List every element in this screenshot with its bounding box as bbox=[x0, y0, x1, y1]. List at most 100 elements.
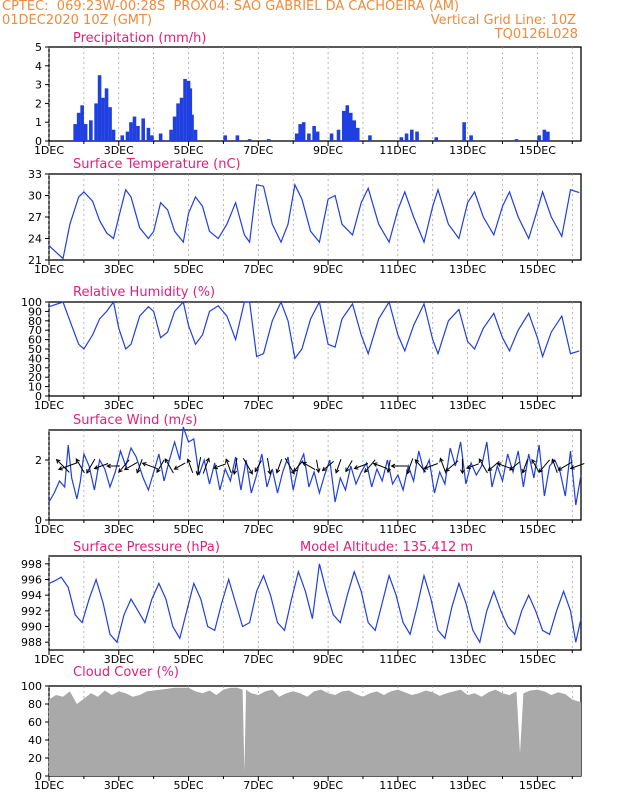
header-station-line: CPTEC: 069:23W-00:28S PROX04: SAO GABRIE… bbox=[2, 0, 460, 14]
wind-arrow-head bbox=[386, 468, 391, 474]
precip-bar bbox=[312, 125, 316, 141]
y-tick-label: 0 bbox=[35, 135, 42, 148]
y-tick-label: 21 bbox=[28, 254, 42, 267]
header-date-line: 01DEC2020 10Z (GMT) bbox=[2, 13, 153, 28]
x-tick-label: 5DEC bbox=[173, 263, 203, 276]
series-line bbox=[48, 182, 580, 260]
x-tick-label: 7DEC bbox=[243, 779, 273, 792]
y-tick-label: 0 bbox=[35, 770, 42, 783]
precip-bar bbox=[150, 135, 154, 141]
y-tick-label: 992 bbox=[21, 605, 42, 618]
wind-arrow bbox=[118, 459, 130, 474]
precip-bar bbox=[247, 139, 252, 141]
wind-arrow-head bbox=[254, 467, 259, 473]
precip-bar bbox=[176, 103, 180, 141]
wind-arrow-shaft bbox=[322, 461, 334, 471]
wind-arrow-head bbox=[267, 470, 272, 476]
precip-bar bbox=[462, 122, 466, 141]
precip-bar bbox=[307, 133, 311, 141]
wind-arrow-head bbox=[478, 458, 483, 464]
precip-bar bbox=[348, 112, 353, 141]
wind-arrow bbox=[213, 463, 227, 470]
y-tick-label: 4 bbox=[35, 60, 42, 73]
wind-arrow-shaft bbox=[86, 458, 96, 474]
y-tick-label: 20 bbox=[28, 371, 42, 384]
wind-arrow-shaft bbox=[373, 463, 388, 469]
wind-arrow-head bbox=[460, 469, 465, 475]
precip-bar bbox=[355, 127, 360, 141]
x-tick-label: 15DEC bbox=[519, 779, 556, 792]
y-tick-label: 80 bbox=[28, 698, 42, 711]
wind-arrow-head bbox=[301, 461, 307, 467]
wind-arrow-shaft bbox=[509, 461, 520, 471]
precip-bar bbox=[125, 131, 130, 141]
wind-arrow-shaft bbox=[124, 461, 138, 471]
wind-arrow-head bbox=[86, 468, 91, 474]
x-tick-label: 11DEC bbox=[379, 779, 416, 792]
x-tick-label: 13DEC bbox=[449, 263, 486, 276]
precip-bar bbox=[80, 105, 84, 141]
wind-arrow-shaft bbox=[414, 459, 427, 473]
wind-arrow bbox=[460, 458, 465, 475]
wind-arrow-shaft bbox=[487, 461, 500, 471]
y-tick-label: 30 bbox=[28, 190, 42, 203]
wind-arrow-shaft bbox=[354, 463, 369, 469]
precip-bar bbox=[542, 129, 547, 141]
x-tick-label: 7DEC bbox=[243, 263, 273, 276]
wind-arrow-shaft bbox=[142, 462, 158, 470]
y-tick-label: 40 bbox=[28, 352, 42, 365]
wind-arrow-shaft bbox=[174, 462, 186, 470]
wind-arrow-head bbox=[205, 457, 210, 463]
wind-arrow bbox=[551, 458, 558, 473]
x-tick-label: 7DEC bbox=[243, 523, 273, 536]
wind-arrow-shaft bbox=[387, 459, 391, 473]
wind-arrow-head bbox=[569, 465, 575, 470]
x-tick-label: 5DEC bbox=[173, 779, 203, 792]
wind-arrow-head bbox=[232, 470, 238, 476]
wind-arrow-shaft bbox=[445, 460, 459, 472]
wind-arrow-shaft bbox=[364, 459, 376, 473]
wind-arrow-shaft bbox=[570, 463, 585, 469]
precip-bar bbox=[136, 125, 140, 141]
x-tick-label: 11DEC bbox=[379, 523, 416, 536]
precip-bar bbox=[298, 124, 302, 141]
wind-arrow bbox=[123, 461, 138, 471]
wind-arrow-head bbox=[551, 458, 556, 464]
x-tick-label: 15DEC bbox=[519, 399, 556, 412]
precip-bar bbox=[97, 75, 102, 141]
y-tick-label: 90 bbox=[28, 305, 42, 318]
wind-arrow-shaft bbox=[156, 459, 165, 473]
wind-arrow bbox=[406, 458, 414, 475]
wind-arrow-head bbox=[106, 463, 111, 469]
precip-bar bbox=[132, 116, 137, 141]
wind-arrow bbox=[444, 460, 459, 472]
y-tick-label: 3 bbox=[35, 79, 42, 92]
y-tick-label: 60 bbox=[28, 716, 42, 729]
wind-arrow-head bbox=[423, 465, 429, 470]
wind-arrow-head bbox=[531, 458, 536, 464]
x-tick-label: 11DEC bbox=[379, 144, 416, 157]
precip-bar bbox=[129, 122, 133, 141]
x-tick-label: 1DEC bbox=[34, 523, 64, 536]
wind-arrow-head bbox=[225, 458, 230, 464]
wind-arrow-shaft bbox=[466, 463, 479, 469]
wind-arrow-shaft bbox=[406, 458, 414, 474]
y-tick-label: 20 bbox=[28, 752, 42, 765]
wind-arrow-shaft bbox=[56, 459, 70, 473]
wind-arrow-head bbox=[156, 468, 161, 474]
precip-bar bbox=[169, 129, 173, 141]
x-tick-label: 3DEC bbox=[104, 263, 134, 276]
wind-arrow-head bbox=[321, 466, 327, 472]
precip-bar bbox=[352, 120, 357, 141]
x-tick-label: 7DEC bbox=[243, 653, 273, 666]
wind-arrow-shaft bbox=[439, 458, 447, 474]
precip-bar bbox=[266, 139, 271, 141]
precip-bar bbox=[294, 133, 299, 141]
x-tick-label: 3DEC bbox=[104, 779, 134, 792]
precip-bar bbox=[76, 112, 81, 141]
wind-arrow-head bbox=[353, 465, 359, 470]
wind-arrow-shaft bbox=[558, 461, 573, 471]
wind-arrow-head bbox=[57, 466, 63, 471]
wind-arrow-shaft bbox=[266, 457, 271, 475]
wind-arrow-shaft bbox=[345, 460, 353, 472]
